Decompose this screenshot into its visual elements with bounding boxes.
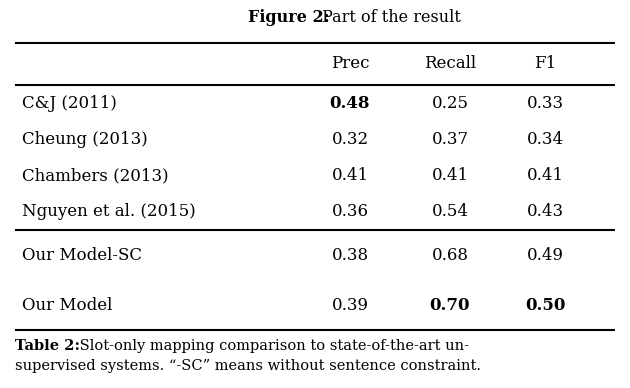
Text: Figure 2:: Figure 2: <box>248 9 329 26</box>
Text: C&J (2011): C&J (2011) <box>22 95 117 112</box>
Text: supervised systems. “-SC” means without sentence constraint.: supervised systems. “-SC” means without … <box>15 359 481 373</box>
Text: 0.25: 0.25 <box>432 95 469 112</box>
Text: 0.34: 0.34 <box>527 131 564 148</box>
Text: 0.41: 0.41 <box>527 167 564 184</box>
Text: Table 2:: Table 2: <box>15 339 80 353</box>
Text: 0.48: 0.48 <box>329 95 370 112</box>
Text: 0.39: 0.39 <box>331 296 369 314</box>
Text: Prec: Prec <box>331 55 369 73</box>
Text: Nguyen et al. (2015): Nguyen et al. (2015) <box>22 203 196 220</box>
Text: Part of the result: Part of the result <box>317 9 461 26</box>
Text: 0.54: 0.54 <box>432 203 469 220</box>
Text: Slot-only mapping comparison to state-of-the-art un-: Slot-only mapping comparison to state-of… <box>75 339 469 353</box>
Text: 0.49: 0.49 <box>527 246 563 263</box>
Text: Chambers (2013): Chambers (2013) <box>22 167 169 184</box>
Text: Our Model: Our Model <box>22 296 112 314</box>
Text: Recall: Recall <box>424 55 476 73</box>
Text: 0.36: 0.36 <box>331 203 369 220</box>
Text: 0.38: 0.38 <box>331 246 369 263</box>
Text: Our Model-SC: Our Model-SC <box>22 246 142 263</box>
Text: 0.37: 0.37 <box>432 131 469 148</box>
Text: 0.41: 0.41 <box>331 167 369 184</box>
Text: 0.43: 0.43 <box>527 203 564 220</box>
Text: 0.41: 0.41 <box>432 167 469 184</box>
Text: 0.32: 0.32 <box>331 131 369 148</box>
Text: 0.33: 0.33 <box>527 95 564 112</box>
Text: Cheung (2013): Cheung (2013) <box>22 131 148 148</box>
Text: 0.70: 0.70 <box>430 296 470 314</box>
Text: 0.68: 0.68 <box>432 246 469 263</box>
Text: 0.50: 0.50 <box>525 296 565 314</box>
Text: F1: F1 <box>534 55 556 73</box>
